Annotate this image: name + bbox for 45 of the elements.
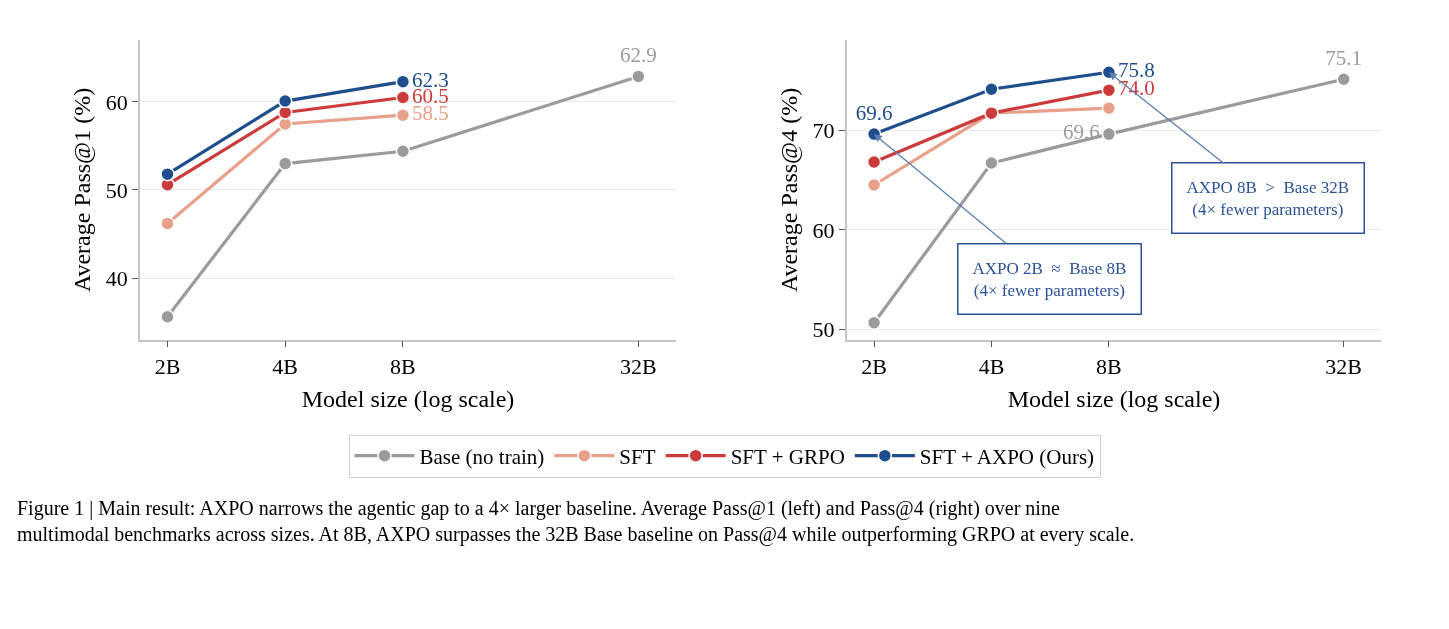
annotation: AXPO 2B ≈ Base 8B (4× fewer parameters) xyxy=(972,258,1127,300)
point xyxy=(1101,126,1117,142)
point xyxy=(395,74,411,89)
point xyxy=(395,143,411,159)
point xyxy=(160,309,175,325)
x-tick-label: 4B xyxy=(978,353,1005,379)
data-label: 62.9 xyxy=(619,43,657,68)
y-axis-title: Average Pass@1 (%) xyxy=(69,87,96,293)
point xyxy=(866,177,882,193)
point xyxy=(984,155,999,171)
point xyxy=(277,156,293,171)
data-label: 69.6 xyxy=(855,100,893,125)
x-tick-label: 32B xyxy=(620,353,657,379)
x-axis-title: Model size (log scale) xyxy=(301,385,515,412)
annotation: AXPO 8B > Base 32B (4× fewer parameters) xyxy=(1186,177,1350,219)
y-tick-label: 50 xyxy=(812,317,835,343)
caption: Figure 1 | Main result: AXPO narrows the agentic gap to a 4× larger baseline. Average Pass@1 (left) and Pass@4 (right) over nine multimodal benchmarks across sizes. At 8B, AXPO surpasses the 32B Base baseline on Pass@4 while outperforming GRPO at every scale. xyxy=(17,497,1135,546)
legend-label: SFT xyxy=(619,444,656,469)
y-axis-title: Average Pass@4 (%) xyxy=(775,87,802,293)
point xyxy=(866,154,882,170)
x-tick-label: 8B xyxy=(390,353,416,379)
legend-label: Base (no train) xyxy=(419,444,545,469)
point xyxy=(277,93,293,109)
point xyxy=(1101,100,1117,116)
x-tick-label: 2B xyxy=(861,353,887,379)
x-tick-label: 4B xyxy=(272,353,299,379)
point xyxy=(866,315,882,330)
point xyxy=(395,107,411,123)
y-tick-label: 60 xyxy=(105,89,128,115)
y-tick-label: 60 xyxy=(812,217,835,243)
x-tick-label: 2B xyxy=(154,353,181,379)
y-tick-label: 40 xyxy=(105,265,128,291)
y-tick-label: 50 xyxy=(105,177,128,203)
point xyxy=(160,166,175,182)
legend-label: SFT + AXPO (Ours) xyxy=(919,444,1095,469)
data-label: 75.1 xyxy=(1325,45,1363,70)
x-tick-label: 8B xyxy=(1096,353,1122,379)
point xyxy=(984,81,999,97)
point xyxy=(1101,82,1117,98)
x-axis-title: Model size (log scale) xyxy=(1007,385,1221,412)
x-tick-label: 32B xyxy=(1325,353,1363,379)
point xyxy=(160,216,175,231)
y-tick-label: 70 xyxy=(812,117,835,143)
point xyxy=(395,90,411,105)
legend-label: SFT + GRPO xyxy=(730,444,845,469)
